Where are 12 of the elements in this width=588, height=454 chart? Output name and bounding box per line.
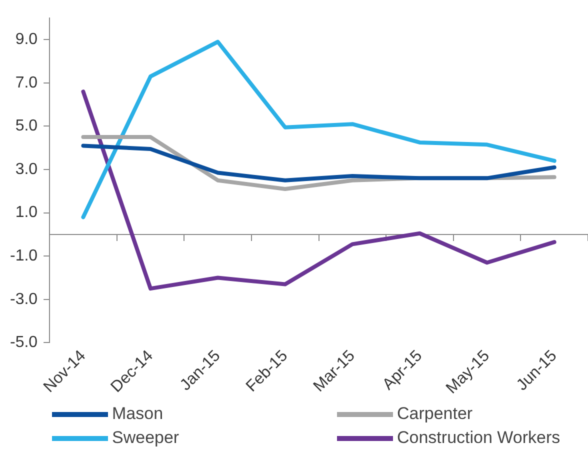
y-tick-label: 7.0	[15, 74, 38, 92]
y-tick-label: -5.0	[10, 334, 38, 352]
y-tick-label: -3.0	[10, 290, 38, 308]
legend-label: Carpenter	[397, 404, 473, 424]
y-tick-label: 3.0	[15, 160, 38, 178]
legend-label: Construction Workers	[397, 428, 560, 448]
y-tick-label: -1.0	[10, 248, 38, 265]
y-tick-label: 9.0	[15, 31, 38, 48]
y-tick-label: 1.0	[15, 204, 38, 222]
legend-label: Mason	[112, 404, 164, 424]
y-tick-label: 5.0	[15, 118, 38, 135]
legend-label: Sweeper	[112, 428, 180, 448]
